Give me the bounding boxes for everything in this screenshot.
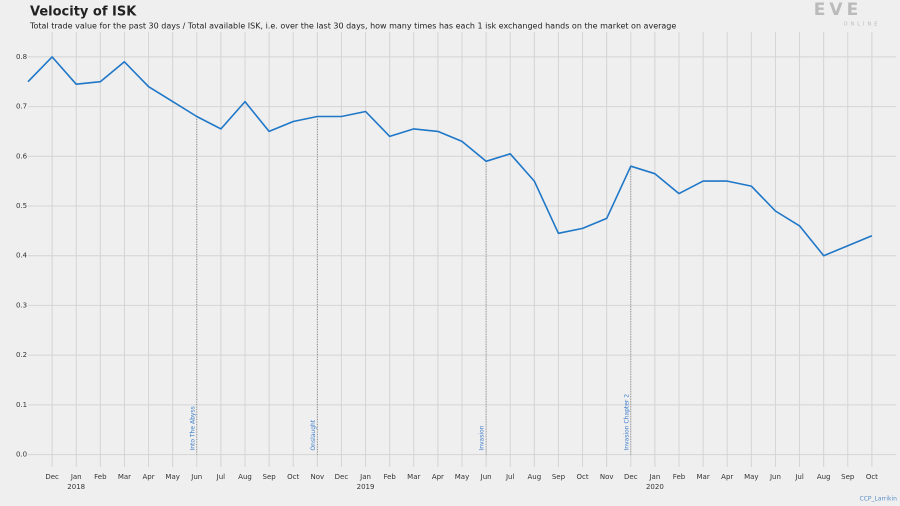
x-tick-label: Jan: [359, 473, 371, 481]
event-label: Invasion: [479, 425, 486, 450]
x-tick-label: Oct: [866, 473, 878, 481]
credit: CCP_Larrikin: [860, 496, 898, 503]
x-tick-label: Jan: [70, 473, 82, 481]
x-tick-label: Jun: [769, 473, 781, 481]
event-label: Into The Abyss: [189, 406, 196, 450]
y-tick-label: 0.2: [16, 351, 27, 359]
chart-subtitle: Total trade value for the past 30 days /…: [29, 22, 676, 31]
x-tick-label: Jun: [190, 473, 202, 481]
logo: EVE: [814, 0, 862, 20]
x-tick-label: May: [165, 473, 179, 481]
x-tick-label: May: [455, 473, 469, 481]
x-tick-label: Sep: [263, 473, 277, 481]
x-tick-label: Dec: [335, 473, 349, 481]
x-tick-label: Apr: [142, 473, 154, 481]
logo-tagline: ONLINE: [844, 22, 881, 28]
x-tick-label: Apr: [721, 473, 733, 481]
x-tick-label: Feb: [94, 473, 107, 481]
x-tick-label: Sep: [552, 473, 566, 481]
event-label: Onslaught: [310, 419, 317, 450]
y-tick-label: 0.3: [16, 301, 27, 309]
x-tick-label: Feb: [383, 473, 396, 481]
x-tick-label: Oct: [287, 473, 299, 481]
x-tick-label: Mar: [407, 473, 420, 481]
chart-title: Velocity of ISK: [30, 5, 137, 20]
x-tick-label: Oct: [577, 473, 589, 481]
x-tick-label: Dec: [45, 473, 59, 481]
x-tick-label: Feb: [673, 473, 686, 481]
x-tick-label: Nov: [600, 473, 614, 481]
x-year-label: 2018: [67, 483, 85, 491]
x-tick-label: Aug: [238, 473, 252, 481]
x-year-label: 2019: [357, 483, 375, 491]
y-tick-label: 0.4: [16, 252, 28, 260]
x-tick-label: Nov: [310, 473, 324, 481]
x-tick-label: May: [744, 473, 758, 481]
data-line: [27, 56, 873, 257]
x-tick-label: Jul: [794, 473, 804, 481]
x-tick-label: Aug: [817, 473, 831, 481]
x-tick-label: Mar: [697, 473, 710, 481]
x-tick-label: Jun: [480, 473, 492, 481]
y-tick-label: 0.5: [16, 202, 27, 210]
x-tick-label: Jan: [648, 473, 660, 481]
y-tick-label: 0.6: [16, 152, 28, 160]
y-tick-label: 0.0: [16, 451, 27, 459]
event-label: Invasion Chapter 2: [623, 394, 630, 451]
y-tick-label: 0.1: [16, 401, 27, 409]
x-tick-label: Jul: [216, 473, 226, 481]
x-tick-label: Apr: [432, 473, 444, 481]
x-tick-label: Jul: [505, 473, 515, 481]
y-tick-label: 0.7: [16, 103, 27, 111]
x-tick-label: Mar: [118, 473, 131, 481]
y-tick-label: 0.8: [16, 53, 27, 61]
x-tick-label: Sep: [841, 473, 855, 481]
x-tick-label: Dec: [624, 473, 638, 481]
x-tick-label: Aug: [527, 473, 541, 481]
x-year-label: 2020: [646, 483, 664, 491]
